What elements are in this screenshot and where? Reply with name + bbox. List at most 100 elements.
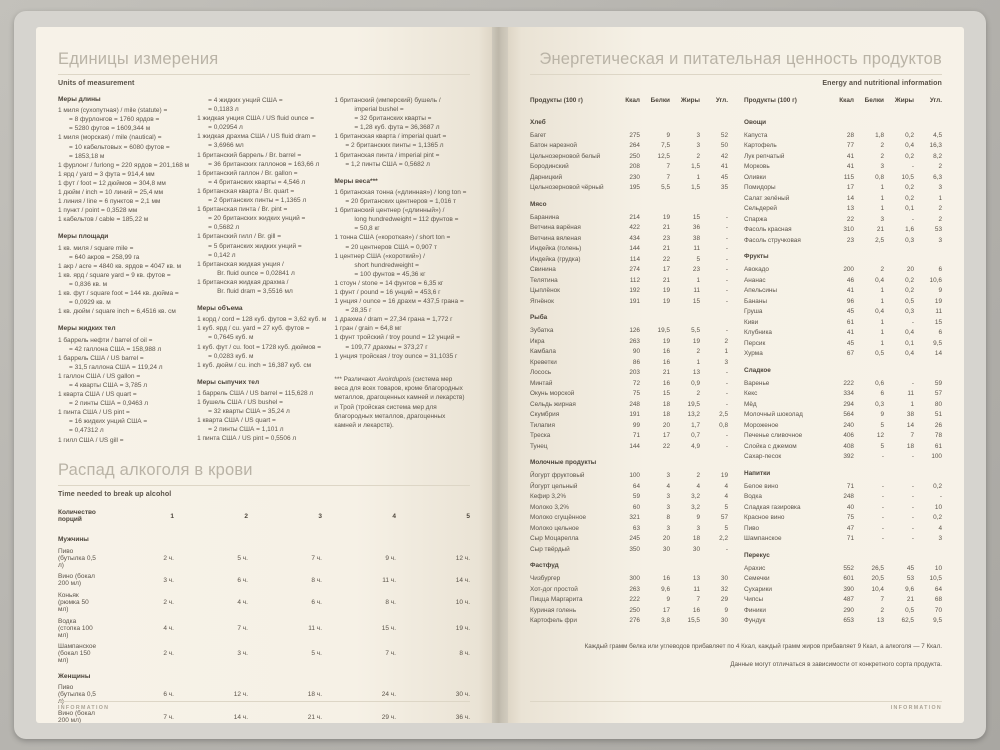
alcohol-time-value: 6 ч. [311,599,322,607]
nutrition-value: 15,5 [687,617,700,624]
nutrition-value: 390 [843,585,854,593]
nutrition-table-row: Бананы 96 1 0,5 19 [744,296,942,307]
nutrition-value: 45 [906,564,914,572]
page-title-units: Единицы измерения [58,50,219,68]
nutrition-value: 21 [906,596,914,603]
nutrition-table-row: Мороженое 240 5 14 26 [744,420,942,431]
nutrition-value: 248 [629,400,640,408]
alcohol-group-label: Женщины [58,672,91,680]
unit-conversion-line: 1 кв. ярд / square yard = 9 кв. футов = [58,271,171,279]
food-name: Цельнозерновой чёрный [530,184,604,191]
unit-conversion-line: 1 британский центнер («длинный») / [334,207,445,215]
unit-conversion-line: = 31,5 галлона США = 119,24 л [69,363,163,371]
nutrition-value: 18 [662,400,670,408]
food-name: Батон нарезной [530,142,577,149]
nutrition-value: - [881,482,884,490]
nutrition-table-row: Кекс 334 6 11 57 [744,388,942,399]
nutrition-value: 1 [880,184,884,191]
nutrition-table-row: Чизбургер 300 16 13 30 [530,573,728,584]
unit-conversion-line: 1 унция / ounce = 16 драхм = 437,5 грана… [334,298,464,306]
food-name: Цельнозерновой белый [530,152,601,160]
nutrition-table-row: Индейка (голень) 144 21 11 - [530,243,728,254]
food-name: Киви [744,318,759,326]
nutrition-value: 552 [843,564,854,572]
nutrition-value: 30 [720,617,728,624]
nutrition-value: 0,2 [905,152,914,160]
units-group-heading: Меры веса*** [334,177,378,185]
unit-conversion-line: = 36 британских галлонов = 163,66 л [208,160,320,168]
unit-conversion-line: 1 гран / grain = 64,8 мг [334,325,402,333]
alcohol-table-row: Вино (бокал 200 мл) 7 ч. 14 ч. 21 ч. 29 ч. 36… [58,708,470,723]
open-book: Единицы измерения Units of measurement М… [14,11,986,739]
food-name: Индейка (грудка) [530,255,581,263]
unit-conversion-line: 1 дюйм / inch = 10 линий = 25,4 мм [58,189,164,197]
nutrition-value: 191 [629,411,640,418]
food-name: Морковь [744,163,770,170]
nutrition-col-header-4: Угл. [715,96,728,104]
food-name: Чипсы [744,596,764,603]
nutrition-value: - [725,400,728,408]
alcohol-title: Распад алкоголя в крови [58,460,253,479]
nutrition-value: - [881,493,884,500]
title-divider [58,74,470,75]
unit-conversion-line: 1 галлон США / US gallon = [58,372,141,380]
nutrition-table-row: Хурма 67 0,5 0,4 14 [744,348,942,359]
nutrition-value: 4 [696,482,700,490]
unit-conversion-line: = 8 фурлонгов = 1760 ярдов = [69,116,160,124]
nutrition-value: 26 [934,421,942,429]
unit-conversion-line: 1 фут / foot = 12 дюймов = 304,8 мм [58,179,166,187]
alcohol-time-value: 3 ч. [237,650,248,658]
nutrition-table-row: Белое вино 71 - - 0,2 [744,481,942,492]
nutrition-value: 422 [629,224,640,231]
units-group-heading: Меры жидких тел [58,325,116,333]
food-name: Дарницкий [530,173,563,181]
nutrition-title-divider [530,74,942,75]
nutrition-value: 46 [846,276,854,284]
nutrition-value: 3 [938,184,942,191]
food-name: Фасоль стручковая [744,236,801,244]
unit-conversion-line: 1 унция тройская / troy ounce = 31,1035 … [334,352,458,360]
unit-conversion-line: 1 британская пинта / Br. pint = [197,206,288,214]
nutrition-value: 1 [938,194,942,202]
nutrition-value: 3 [696,524,700,532]
nutrition-table-row: Йогурт фруктовый 100 3 2 19 [530,470,728,481]
nutrition-value: 3 [880,163,884,170]
nutrition-value: 126 [629,327,640,334]
food-name: Белое вино [744,482,779,490]
nutrition-col-header-0: Продукты (100 г) [530,96,583,104]
unit-conversion-line: 1 тонна США («короткая») / short ton = [334,234,451,242]
unit-conversion-line: 1 пинта США / US pint = [58,409,130,417]
nutrition-value: 17 [846,184,854,191]
nutrition-table-row: Сухарики 390 10,4 9,6 64 [744,584,942,595]
nutrition-value: 144 [629,245,640,252]
nutrition-note-1: Каждый грамм белка или углеводов прибавл… [584,642,942,650]
nutrition-value: 2 [696,152,700,160]
alcohol-time-value: 14 ч. [455,576,470,584]
alcohol-drink-label: Коньяк (рюмка 50 мл) [58,592,89,614]
nutrition-col-header-1: Ккал [839,96,854,104]
right-page: Энергетическая и питательная ценность пр… [508,27,964,723]
unit-conversion-line: = 1853,18 м [69,152,105,160]
food-name: Кекс [744,390,758,397]
unit-conversion-line: = 2 пинты США = 1,101 л [208,426,284,434]
nutrition-value: 53 [906,575,914,582]
nutrition-value: 38 [692,234,700,242]
alcohol-portion-header-1: 1 [170,512,174,520]
nutrition-value: 9 [666,131,670,139]
nutrition-group-label: Рыба [530,314,548,322]
nutrition-table-row: Минтай 72 16 0,9 - [530,378,728,389]
nutrition-value: 6 [880,390,884,397]
nutrition-value: 1 [724,348,728,355]
nutrition-value: 4,5 [933,131,942,139]
nutrition-value: 4 [724,482,728,490]
nutrition-value: 1 [696,173,700,181]
nutrition-value: 60 [632,503,640,511]
nutrition-value: - [939,493,942,500]
alcohol-portion-header-2: 2 [244,512,248,520]
nutrition-value: 274 [629,266,640,273]
nutrition-table-row: Креветки 86 16 1 3 [530,357,728,368]
food-name: Водка [744,493,762,500]
nutrition-table-row: Цельнозерновой чёрный 195 5,5 1,5 35 [530,182,728,193]
unit-conversion-line: = 32 кварты США = 35,24 л [208,408,290,416]
unit-conversion-line: = 4 британских кварты = 4,546 л [208,178,306,186]
